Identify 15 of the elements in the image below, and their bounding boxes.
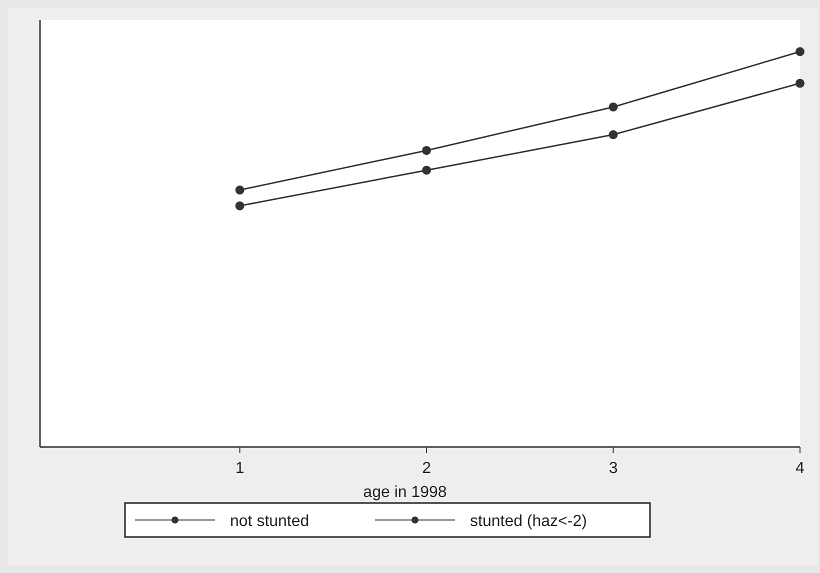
x-axis-title: age in 1998 [363,484,447,501]
point [422,146,432,155]
legend-label: not stunted [230,513,310,530]
point [608,102,618,112]
point [796,47,804,56]
point [608,130,618,140]
point [422,166,432,175]
x-tick-label: 4 [796,460,805,477]
point [235,186,244,195]
x-tick-label: 1 [235,460,244,477]
x-tick-label: 2 [422,460,432,477]
point [235,201,244,210]
x-tick-label: 3 [608,460,618,477]
legend-label: stunted (haz<-2) [470,513,587,530]
point [796,78,804,88]
